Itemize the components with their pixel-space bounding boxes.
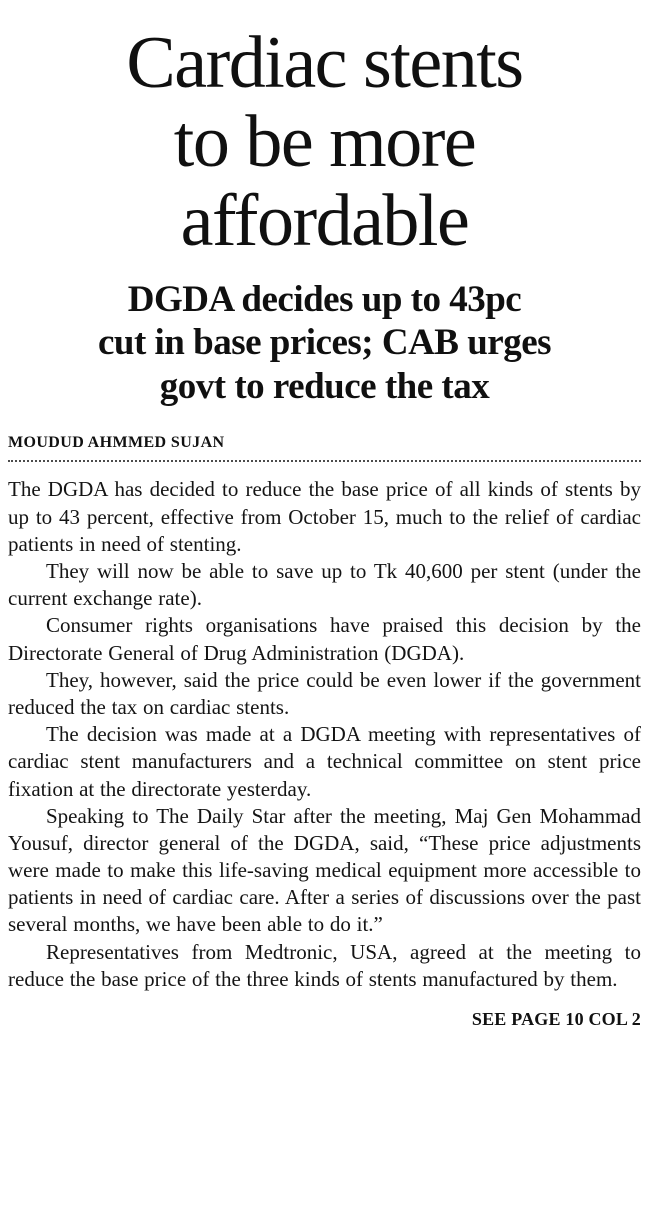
byline-row: MOUDUD AHMMED SUJAN — [8, 434, 641, 452]
paragraph-1: The DGDA has decided to reduce the base … — [8, 477, 641, 556]
paragraph-5: The decision was made at a DGDA meeting … — [8, 722, 641, 801]
headline-line-2: to be more — [173, 101, 477, 184]
headline-line-3: affordable — [180, 180, 470, 263]
byline: MOUDUD AHMMED SUJAN — [8, 434, 225, 452]
headline: Cardiac stents to be more affordable — [8, 22, 641, 263]
subheadline-line-2: cut in base prices; CAB urges — [97, 322, 552, 364]
dotted-separator — [8, 460, 641, 463]
subheadline-line-3: govt to reduce the tax — [159, 365, 490, 407]
paragraph-7: Representatives from Medtronic, USA, agr… — [8, 939, 641, 991]
subheadline-line-1: DGDA decides up to 43pc — [127, 278, 522, 320]
paragraph-4: They, however, said the price could be e… — [8, 667, 641, 719]
continuation-note: SEE PAGE 10 COL 2 — [471, 1009, 641, 1030]
paragraph-6: Speaking to The Daily Star after the mee… — [8, 803, 641, 937]
headline-line-1: Cardiac stents — [126, 22, 524, 104]
article-body: The DGDA has decided to reduce the base … — [8, 476, 641, 993]
paragraph-2: They will now be able to save up to Tk 4… — [8, 559, 641, 611]
paragraph-3: Consumer rights organisations have prais… — [8, 613, 641, 665]
subheadline: DGDA decides up to 43pc cut in base pric… — [8, 278, 641, 409]
